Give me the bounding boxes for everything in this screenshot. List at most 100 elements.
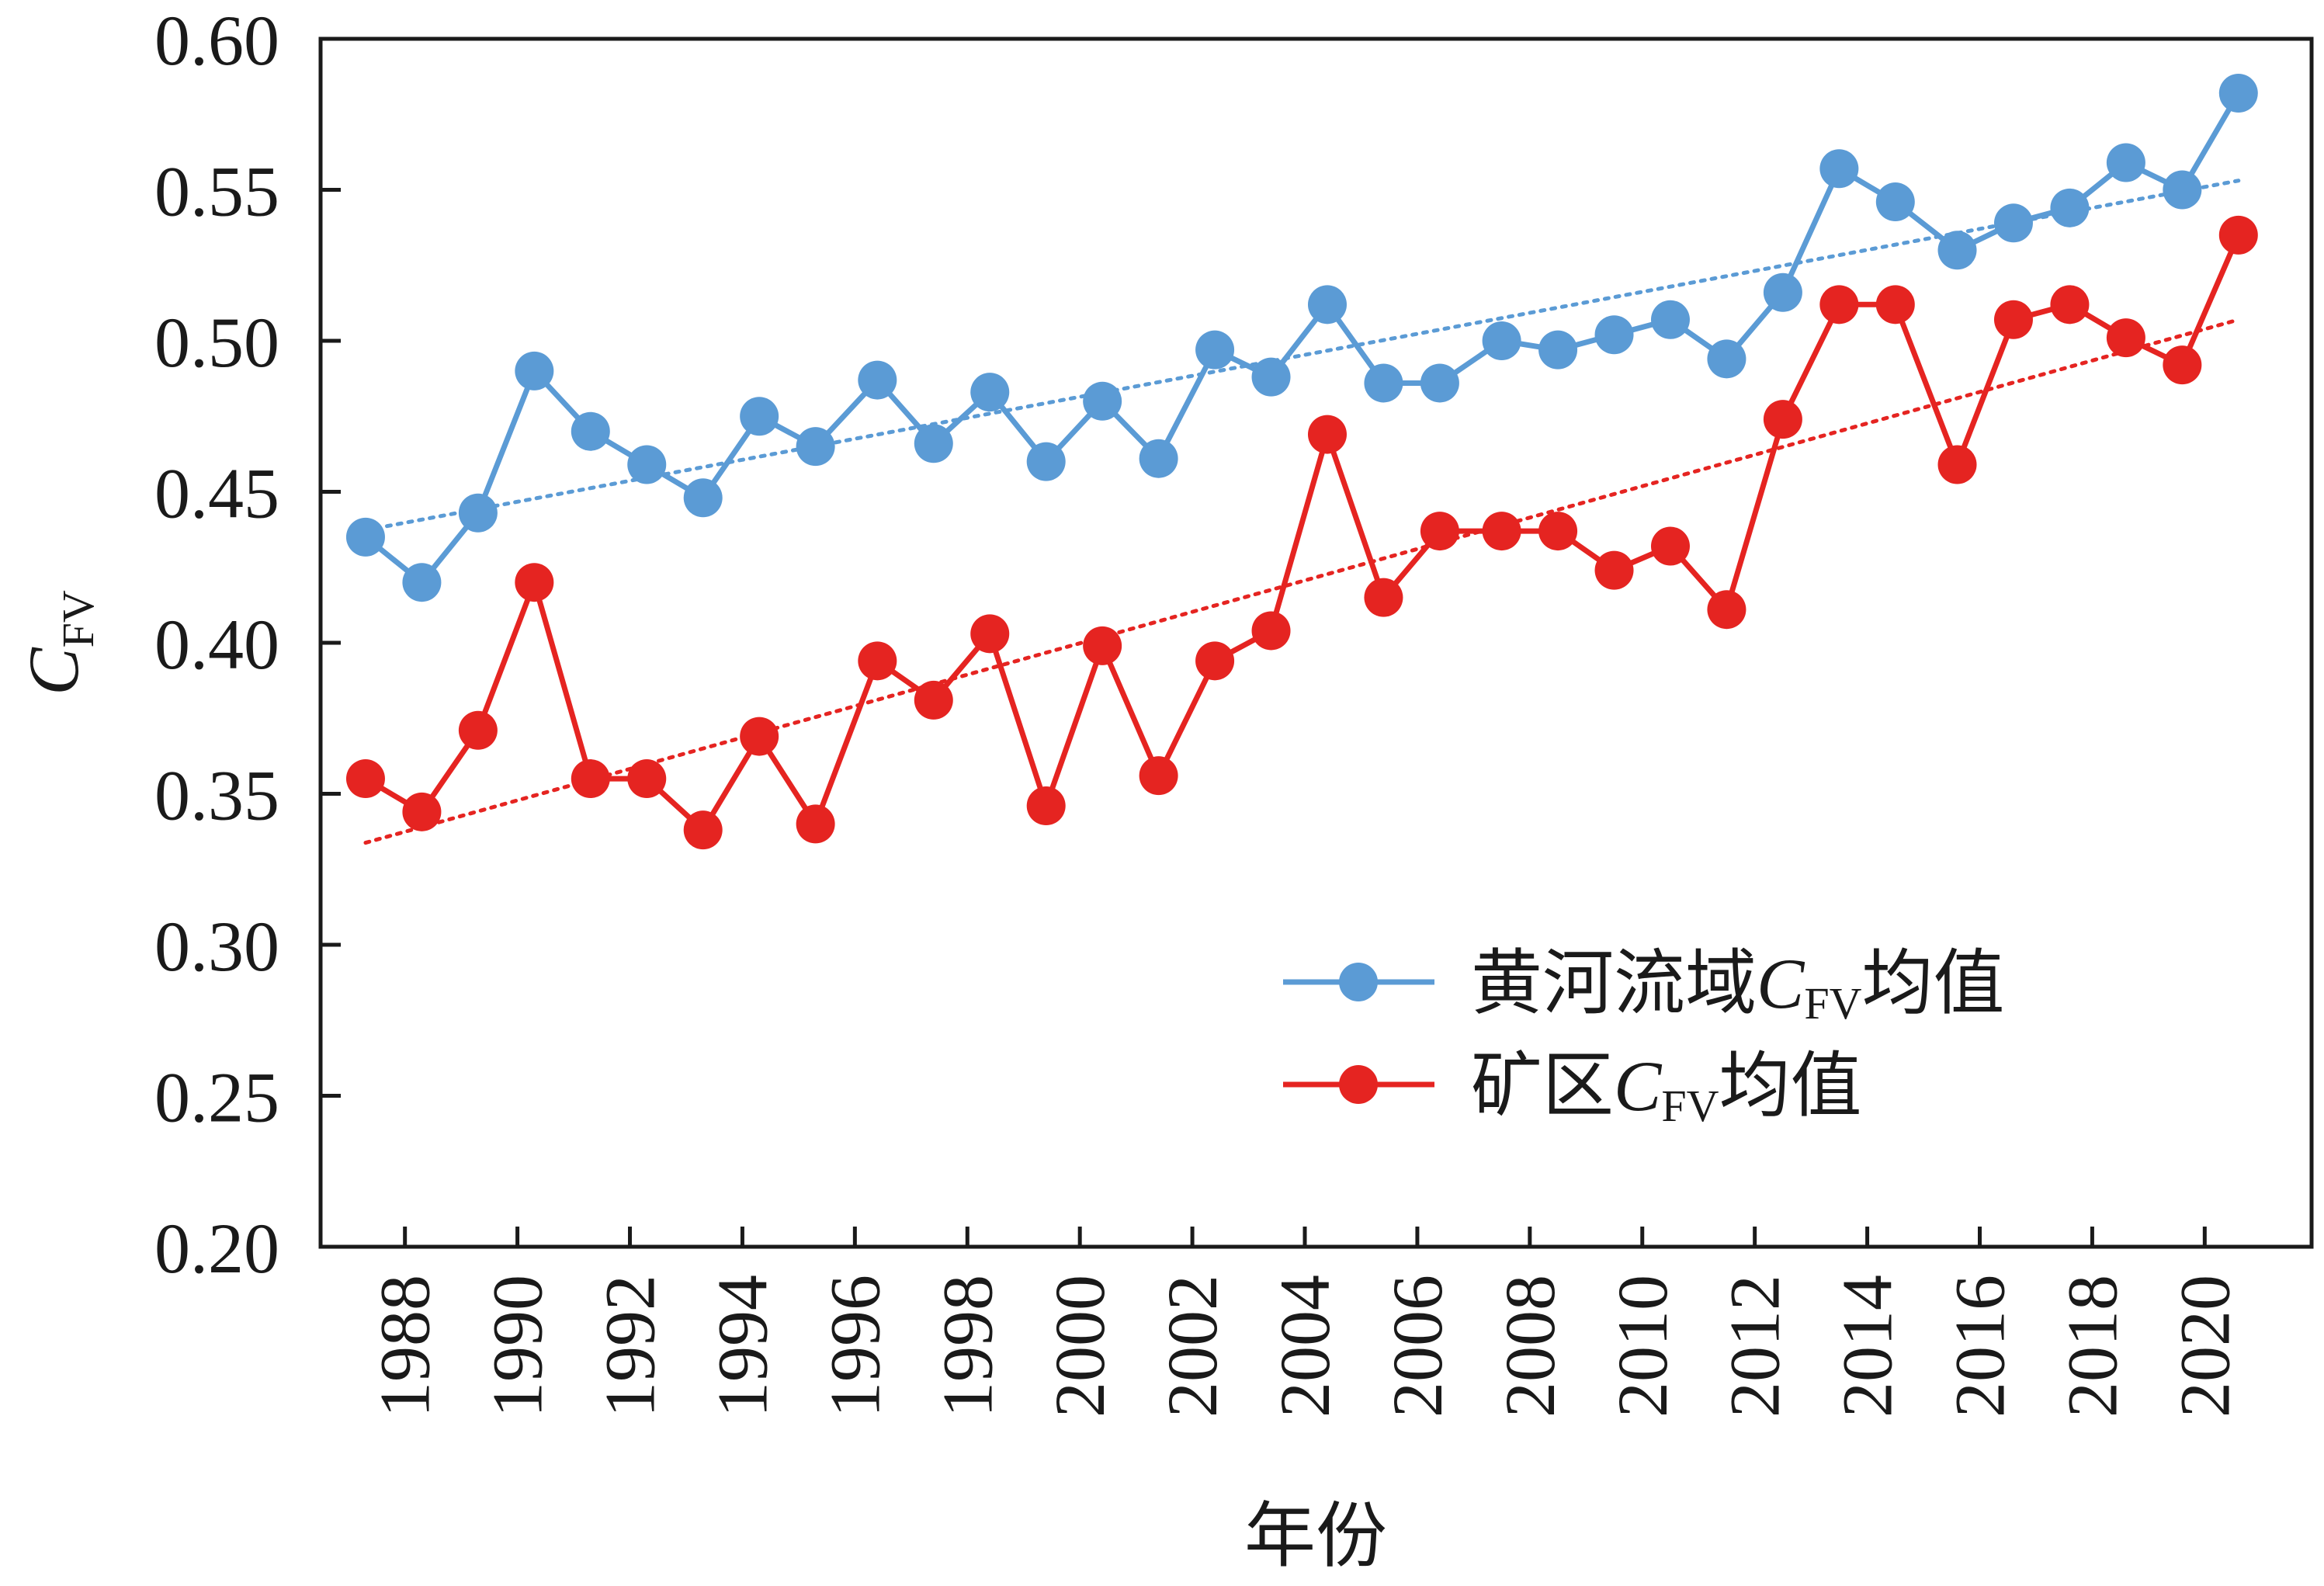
data-point bbox=[1195, 641, 1235, 681]
series-line-1 bbox=[364, 234, 2242, 833]
x-tick-label: 2004 bbox=[1265, 1275, 1344, 1418]
trendlines bbox=[363, 179, 2241, 845]
data-point bbox=[858, 641, 897, 681]
y-axis: 0.20 0.25 0.30 0.35 0.40 0.45 0.50 0.55 0.60 bbox=[154, 1, 341, 1288]
data-point bbox=[1937, 231, 1977, 270]
data-point bbox=[1026, 442, 1066, 481]
data-point bbox=[1650, 300, 1690, 339]
data-point bbox=[571, 411, 610, 451]
x-tick-label: 2006 bbox=[1378, 1275, 1457, 1418]
x-tick-label: 2008 bbox=[1490, 1275, 1570, 1418]
data-point bbox=[1538, 512, 1578, 551]
y-tick-label: 0.20 bbox=[154, 1209, 279, 1288]
data-point bbox=[1083, 626, 1122, 665]
data-point bbox=[1307, 415, 1347, 454]
data-point bbox=[402, 563, 442, 602]
x-tick-label: 1988 bbox=[366, 1275, 445, 1418]
data-point bbox=[796, 427, 835, 467]
data-point bbox=[1993, 203, 2033, 243]
data-point bbox=[1993, 300, 2033, 339]
y-axis-title: CFV bbox=[14, 590, 103, 696]
data-point bbox=[1139, 439, 1178, 478]
series-line-0 bbox=[363, 92, 2241, 585]
series-layer bbox=[345, 74, 2258, 850]
legend-marker-mining bbox=[1339, 1065, 1378, 1104]
data-point bbox=[515, 563, 554, 602]
data-point bbox=[2106, 143, 2145, 182]
data-point bbox=[683, 478, 723, 518]
data-point bbox=[1195, 330, 1235, 370]
data-point bbox=[571, 759, 610, 799]
legend: 黄河流域CFV均值 矿区CFV均值 bbox=[1283, 944, 2005, 1131]
y-tick-label: 0.40 bbox=[154, 605, 279, 684]
data-point bbox=[1364, 578, 1403, 617]
data-point bbox=[2106, 318, 2145, 358]
data-point bbox=[1594, 550, 1634, 590]
x-axis-title: 年份 bbox=[1244, 1497, 1387, 1576]
data-point bbox=[1307, 285, 1347, 324]
data-point bbox=[2050, 285, 2090, 324]
y-tick-label: 0.35 bbox=[154, 756, 279, 835]
series-0 bbox=[345, 74, 2258, 602]
x-tick-label: 2014 bbox=[1828, 1275, 1907, 1418]
x-tick-label: 2020 bbox=[2165, 1275, 2244, 1418]
data-point bbox=[1875, 182, 1915, 222]
legend-item-basin: 黄河流域CFV均值 bbox=[1283, 944, 2005, 1029]
data-point bbox=[1763, 272, 1802, 312]
data-point bbox=[1937, 445, 1977, 484]
data-point bbox=[627, 759, 667, 799]
data-point bbox=[1482, 512, 1521, 551]
data-point bbox=[1875, 285, 1915, 324]
y-tick-label: 0.50 bbox=[154, 303, 279, 382]
data-point bbox=[914, 680, 953, 720]
legend-marker-basin bbox=[1339, 963, 1378, 1001]
data-point bbox=[1251, 357, 1291, 397]
y-tick-label: 0.55 bbox=[154, 152, 279, 231]
data-point bbox=[1707, 339, 1746, 379]
trendline-1 bbox=[363, 318, 2241, 845]
legend-label-mining: 矿区CFV均值 bbox=[1471, 1046, 1862, 1131]
data-point bbox=[1139, 756, 1178, 796]
data-point bbox=[1482, 321, 1521, 360]
x-tick-label: 2010 bbox=[1603, 1275, 1682, 1418]
x-tick-label: 1998 bbox=[928, 1275, 1007, 1418]
data-point bbox=[2163, 345, 2202, 385]
data-point bbox=[1251, 611, 1291, 651]
x-axis: 1988 1990 1992 1994 1996 1998 2000 2002 2004 2006… bbox=[366, 1227, 2244, 1418]
data-point bbox=[2218, 74, 2258, 113]
data-point bbox=[1420, 363, 1459, 403]
data-point bbox=[458, 710, 498, 750]
data-point bbox=[796, 804, 835, 844]
data-point bbox=[402, 792, 442, 831]
series-1 bbox=[345, 215, 2258, 850]
y-tick-label: 0.25 bbox=[154, 1058, 279, 1137]
x-tick-label: 2002 bbox=[1153, 1275, 1232, 1418]
x-tick-label: 1992 bbox=[591, 1275, 670, 1418]
data-point bbox=[2218, 215, 2258, 255]
data-point bbox=[683, 810, 723, 850]
data-point bbox=[2050, 188, 2090, 227]
data-point bbox=[1650, 526, 1690, 566]
data-point bbox=[970, 614, 1010, 654]
x-tick-label: 2018 bbox=[2052, 1275, 2131, 1418]
data-point bbox=[1026, 786, 1066, 826]
trendline-0 bbox=[363, 179, 2241, 533]
data-point bbox=[970, 373, 1010, 412]
data-point bbox=[740, 397, 779, 436]
data-point bbox=[627, 445, 667, 484]
legend-label-basin: 黄河流域CFV均值 bbox=[1471, 944, 2005, 1029]
y-tick-label: 0.30 bbox=[154, 907, 279, 986]
data-point bbox=[345, 759, 385, 799]
data-point bbox=[1364, 363, 1403, 403]
x-tick-label: 2012 bbox=[1715, 1275, 1795, 1418]
data-point bbox=[515, 351, 554, 390]
data-point bbox=[1763, 400, 1802, 439]
data-point bbox=[914, 424, 953, 463]
data-point bbox=[1594, 315, 1634, 355]
data-point bbox=[740, 717, 779, 756]
data-point bbox=[1707, 590, 1746, 630]
data-point bbox=[1819, 285, 1859, 324]
x-tick-label: 2000 bbox=[1040, 1275, 1119, 1418]
x-tick-label: 2016 bbox=[1941, 1275, 2020, 1418]
